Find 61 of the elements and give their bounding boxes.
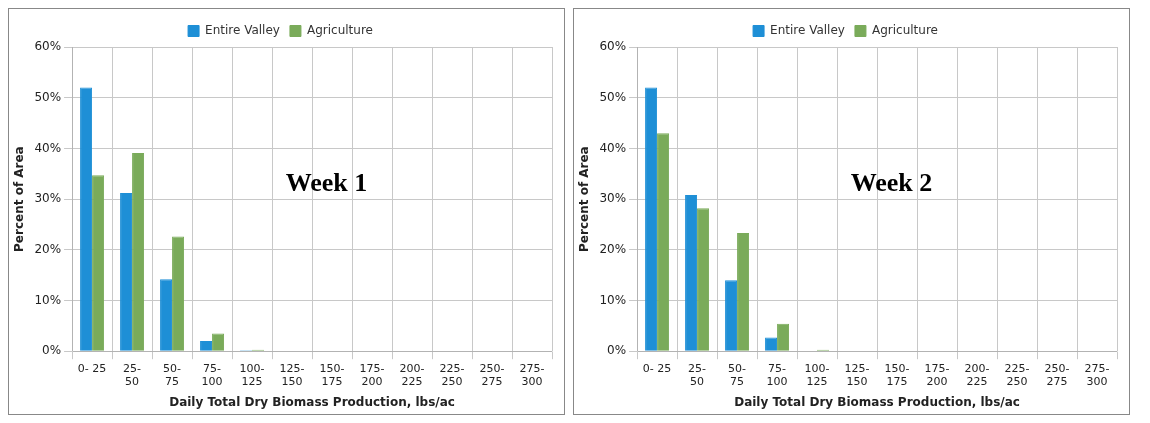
bar xyxy=(92,175,105,351)
x-tick-label: 0- 25 xyxy=(642,361,672,375)
y-tick-label: 30% xyxy=(599,191,627,206)
bar xyxy=(172,236,185,351)
x-tick-label: 250- 275 xyxy=(1044,361,1070,388)
x-tick-label: 0- 25 xyxy=(77,361,107,375)
x-tick-label: 175- 200 xyxy=(924,361,950,388)
x-axis-title: Daily Total Dry Biomass Production, lbs/ac xyxy=(734,394,1020,409)
y-tick-label: 60% xyxy=(34,39,62,54)
y-tick-label: 0% xyxy=(607,343,627,358)
bar xyxy=(737,233,750,351)
x-tick-label: 25- 50 xyxy=(123,361,142,388)
bar xyxy=(645,87,658,351)
annotation: Week 2 xyxy=(850,167,933,197)
x-tick-label: 75- 100 xyxy=(201,361,223,388)
x-tick-label: 50- 75 xyxy=(163,361,182,388)
x-tick-label: 275- 300 xyxy=(1084,361,1110,388)
y-tick-label: 10% xyxy=(34,292,62,307)
x-tick-label: 125- 150 xyxy=(844,361,870,388)
bar xyxy=(132,152,145,351)
x-axis-title: Daily Total Dry Biomass Production, lbs/ac xyxy=(169,394,455,409)
y-axis-title: Percent of Area xyxy=(577,146,592,252)
bar xyxy=(120,193,133,351)
y-tick-label: 0% xyxy=(42,343,62,358)
legend-label: Agriculture xyxy=(306,23,373,38)
bar xyxy=(657,133,670,351)
x-tick-label: 250- 275 xyxy=(479,361,505,388)
y-tick-label: 20% xyxy=(599,241,627,256)
x-tick-label: 175- 200 xyxy=(359,361,385,388)
x-tick-label: 225- 250 xyxy=(1004,361,1030,388)
x-tick-label: 200- 225 xyxy=(964,361,990,388)
legend-label: Entire Valley xyxy=(205,23,280,38)
bar xyxy=(725,280,738,351)
bar xyxy=(685,195,698,351)
annotation: Week 1 xyxy=(285,167,368,197)
x-tick-label: 125- 150 xyxy=(279,361,305,388)
x-tick-label: 150- 175 xyxy=(319,361,345,388)
y-tick-label: 40% xyxy=(599,140,627,155)
bar xyxy=(80,87,93,351)
y-tick-label: 60% xyxy=(599,39,627,54)
x-tick-label: 100- 125 xyxy=(239,361,265,388)
x-tick-label: 50- 75 xyxy=(728,361,747,388)
x-tick-label: 225- 250 xyxy=(439,361,465,388)
legend-label: Entire Valley xyxy=(770,23,845,38)
y-tick-label: 30% xyxy=(34,191,62,206)
bar xyxy=(160,279,173,351)
x-tick-label: 200- 225 xyxy=(399,361,425,388)
y-axis-title: Percent of Area xyxy=(12,146,27,252)
y-tick-label: 40% xyxy=(34,140,62,155)
x-tick-label: 75- 100 xyxy=(766,361,788,388)
legend-label: Agriculture xyxy=(871,23,938,38)
y-tick-label: 20% xyxy=(34,241,62,256)
y-tick-label: 10% xyxy=(599,292,627,307)
x-tick-label: 100- 125 xyxy=(804,361,830,388)
x-tick-label: 25- 50 xyxy=(688,361,707,388)
bar xyxy=(697,208,710,351)
bar xyxy=(777,323,790,351)
x-tick-label: 275- 300 xyxy=(519,361,545,388)
y-tick-label: 50% xyxy=(34,89,62,104)
y-tick-label: 50% xyxy=(599,89,627,104)
x-tick-label: 150- 175 xyxy=(884,361,910,388)
